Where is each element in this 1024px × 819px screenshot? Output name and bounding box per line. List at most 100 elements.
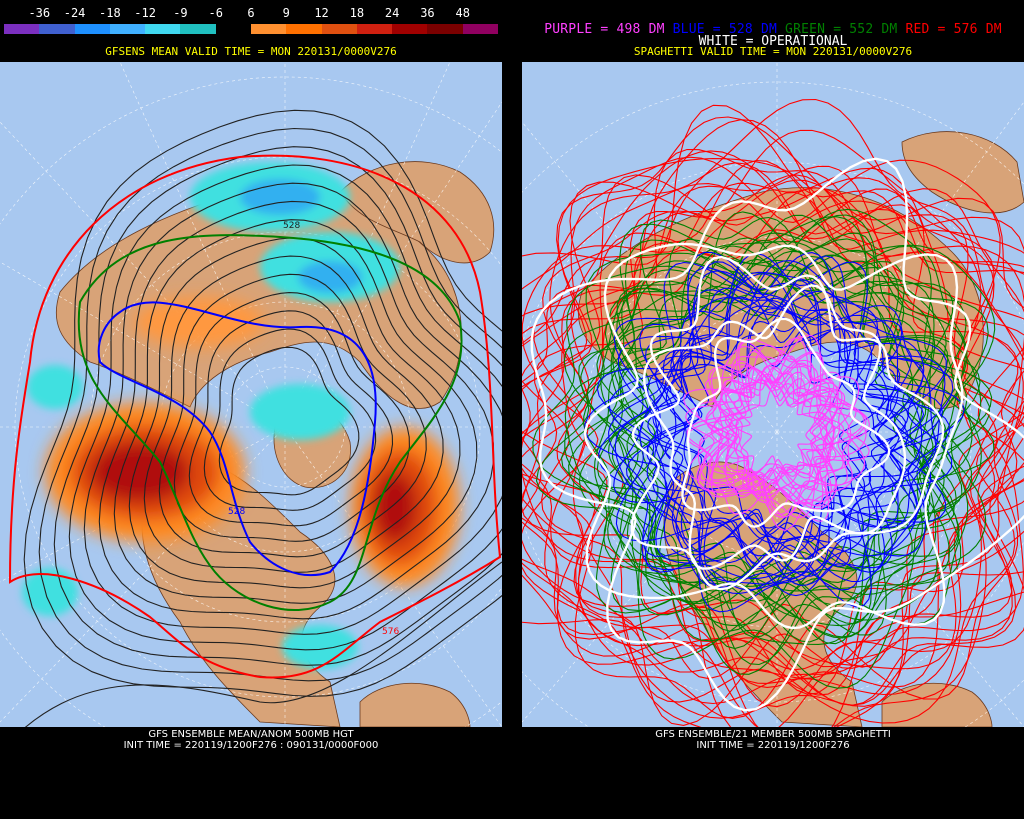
spaghetti-528-line: [625, 289, 912, 577]
height-contour: [203, 328, 377, 511]
neg-anomaly-pacific: [27, 365, 83, 409]
operational-line: [630, 255, 945, 591]
spaghetti-498-line: [686, 335, 853, 505]
contour-labels: 528 528 576: [228, 221, 399, 637]
mean-footer-title: GFS ENSEMBLE MEAN/ANOM 500MB HGT: [148, 729, 354, 740]
legend-red: RED = 576 DM: [905, 22, 1002, 37]
colorbar-segment: [109, 24, 146, 34]
spaghetti-552-line: [560, 238, 959, 650]
spaghetti-576-line: [522, 98, 1024, 727]
mean-footer-init: INIT TIME = 220119/1200F276 : 090131/000…: [123, 740, 379, 751]
colorbar-tick-label: 18: [349, 6, 365, 20]
mean-valid-time: GFSENS MEAN VALID TIME = MON 220131/0000…: [105, 45, 397, 58]
spaghetti-498-line: [683, 344, 870, 510]
legend-purple: PURPLE = 498 DM: [544, 22, 665, 37]
operational-line: [681, 317, 891, 528]
spaghetti-498-line: [709, 360, 841, 499]
spaghetti-528-line: [598, 252, 932, 583]
contour-label-blue: 528: [228, 507, 245, 517]
contour-576: [8, 154, 502, 679]
spaghetti-576-line: [522, 162, 1024, 706]
colorbar-tick-label: 24: [384, 6, 400, 20]
contour-528: [97, 301, 377, 577]
spaghetti-498-line: [685, 352, 843, 518]
height-contour: [83, 182, 502, 635]
colorbar-segment: [180, 24, 216, 34]
spaghetti-purple: [683, 334, 870, 531]
spaghetti-552-line: [535, 216, 987, 675]
spaghetti-576-line: [522, 179, 996, 670]
height-contour: [188, 310, 394, 527]
colorbar-segment: [250, 24, 287, 34]
spaghetti-498-line: [724, 373, 827, 481]
neg-anomaly-eurasia-core: [298, 261, 362, 293]
pos-anomaly-siberia: [135, 297, 265, 347]
ensemble-mean-panel: -36 -24 -18 -12 -9 -6 6 9 12 18 24 36 48 GFSENS MEAN…: [0, 0, 502, 819]
spaghetti-552-line: [532, 214, 996, 689]
height-contour: [113, 219, 478, 604]
panel-divider: [502, 0, 522, 819]
spaghetti-552-line: [564, 214, 960, 627]
spaghetti-operational: [530, 157, 1024, 712]
positive-anomalies: [45, 297, 460, 587]
contour-label-northern: 528: [283, 221, 300, 231]
operational-line: [530, 157, 1024, 712]
colorbar-tick-label: 6: [247, 6, 255, 20]
anomaly-colorbar: [4, 24, 498, 34]
colorbar-tick-label: -6: [208, 6, 223, 20]
neg-anomaly-greenland: [250, 384, 350, 440]
height-contour: [68, 164, 502, 651]
height-contour: [173, 292, 410, 542]
spaghetti-552-line: [593, 223, 989, 639]
spaghetti-576-line: [522, 148, 1024, 726]
spaghetti-528-line: [614, 271, 918, 572]
spaghetti-528-line: [617, 252, 965, 608]
operational-line: [583, 242, 964, 630]
spaghetti-498-line: [731, 381, 827, 476]
legend-blue: BLUE = 528 DM: [672, 22, 778, 37]
spaghetti-footer-title: GFS ENSEMBLE/21 MEMBER 500MB SPAGHETTI: [655, 729, 891, 740]
height-contour: [38, 127, 502, 682]
colorbar-segment: [215, 24, 251, 34]
height-contour: [218, 346, 360, 496]
spaghetti-valid-time: SPAGHETTI VALID TIME = MON 220131/0000V2…: [633, 45, 913, 58]
spaghetti-panel: PURPLE = 498 DM BLUE = 528 DM GREEN = 55…: [522, 0, 1024, 819]
spaghetti-528-line: [615, 251, 954, 597]
height-contour: [53, 146, 502, 666]
colorbar-tick-label: -36: [28, 6, 51, 20]
contour-label-red: 576: [382, 627, 399, 637]
neg-anomaly-hawaii: [22, 568, 78, 616]
spaghetti-576-line: [522, 167, 1024, 688]
colorbar-segment: [145, 24, 181, 34]
spaghetti-552-line: [564, 211, 982, 666]
legend-white: WHITE = OPERATIONAL: [698, 34, 848, 49]
contour-552: [77, 234, 463, 611]
spaghetti-552-line: [607, 250, 973, 643]
spaghetti-498-line: [723, 367, 836, 487]
colorbar-tick-label: -24: [63, 6, 86, 20]
spaghetti-blue: [584, 251, 965, 613]
operational-line: [642, 284, 907, 570]
colorbar-segment: [427, 24, 463, 34]
south-america-land: [359, 682, 471, 727]
colorbar-tick-label: 48: [455, 6, 470, 20]
spaghetti-576-line: [522, 159, 1024, 708]
colorbar-segment: [4, 24, 40, 34]
spaghetti-576-line: [542, 200, 1013, 680]
spaghetti-576-line: [522, 150, 1024, 696]
colorbar-segment: [74, 24, 110, 34]
height-contour: [158, 273, 427, 558]
spaghetti-498-line: [714, 367, 837, 497]
spaghetti-552-line: [596, 254, 954, 616]
spaghetti-footer-init: INIT TIME = 220119/1200F276: [696, 740, 850, 751]
spaghetti-552-line: [600, 232, 995, 645]
colorbar-segment: [392, 24, 428, 34]
spaghetti-576-line: [522, 104, 1024, 719]
colorbar-tick-label: -12: [134, 6, 156, 20]
colorbar-tick-label: 36: [420, 6, 435, 20]
spaghetti-552-line: [604, 260, 937, 603]
spaghetti-576-line: [522, 158, 1024, 724]
spaghetti-576-line: [522, 116, 1024, 727]
spaghetti-576-line: [522, 119, 1024, 705]
spaghetti-498-line: [733, 381, 822, 488]
